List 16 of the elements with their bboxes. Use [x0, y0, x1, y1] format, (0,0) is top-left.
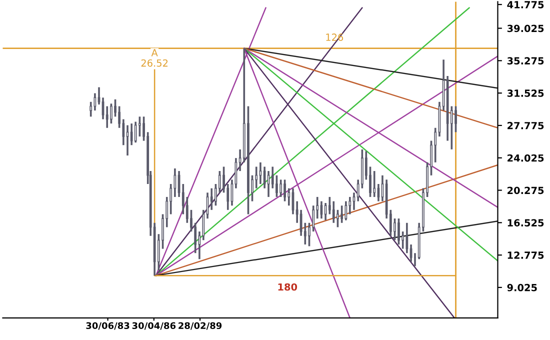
y-tick-label: 27.775 [508, 122, 544, 130]
y-tick-label: 41.775 [507, 1, 544, 8]
x-tick-label: 28/02/89 [178, 322, 222, 330]
annotation: A [151, 49, 158, 56]
x-tick-label: 30/06/83 [86, 322, 130, 330]
y-tick-label: 39.025 [507, 24, 544, 32]
y-tick-label: 9.025 [507, 284, 537, 292]
annotation: 26.52 [141, 59, 168, 67]
y-tick-label: 24.025 [508, 154, 544, 162]
y-tick-label: 35.275 [507, 57, 544, 64]
y-tick-label: 31.525 [507, 90, 544, 97]
x-tick-label: 30/04/86 [132, 322, 176, 330]
annotation: 180 [278, 283, 298, 291]
y-tick-label: 20.275 [508, 186, 544, 194]
y-tick-label: 12.775 [508, 252, 544, 259]
y-tick-label: 16.525 [508, 219, 544, 226]
